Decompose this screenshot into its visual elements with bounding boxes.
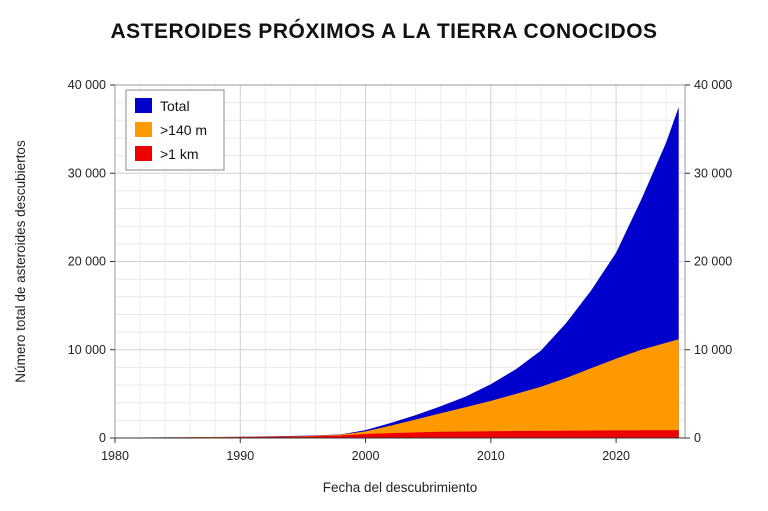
area-series-0	[140, 107, 679, 438]
y-tick-label-left: 10 000	[68, 343, 106, 357]
legend-swatch	[135, 98, 152, 113]
x-tick-label: 2020	[602, 449, 630, 463]
x-tick-label: 1990	[226, 449, 254, 463]
y-tick-label-right: 40 000	[694, 78, 732, 92]
legend-swatch	[135, 122, 152, 137]
legend-label: Total	[160, 98, 190, 114]
area-series-1	[140, 339, 679, 438]
chart-title: ASTEROIDES PRÓXIMOS A LA TIERRA CONOCIDO…	[110, 20, 658, 43]
y-tick-label-left: 20 000	[68, 255, 106, 269]
y-tick-label-left: 40 000	[68, 78, 106, 92]
y-tick-label-right: 0	[694, 431, 701, 445]
y-tick-label-right: 20 000	[694, 255, 732, 269]
legend-label: >140 m	[160, 122, 207, 138]
legend: Total >140 m >1 km	[125, 89, 225, 171]
y-tick-label-left: 0	[99, 431, 106, 445]
y-tick-label-right: 30 000	[694, 166, 732, 180]
x-tick-label: 2010	[477, 449, 505, 463]
y-tick-label-right: 10 000	[694, 343, 732, 357]
area-series-2	[140, 430, 679, 438]
x-tick-label: 1980	[101, 449, 129, 463]
y-tick-label-left: 30 000	[68, 166, 106, 180]
axes: 1980 1990 2000 2010 2020 0 0 10 000 10 000 20 000…	[68, 78, 733, 463]
area-series	[140, 107, 679, 438]
x-axis-title: Fecha del descubrimiento	[323, 480, 478, 495]
y-axis-title: Número total de asteroides descubiertos	[13, 140, 28, 383]
x-tick-label: 2000	[352, 449, 380, 463]
legend-swatch	[135, 146, 152, 161]
legend-label: >1 km	[160, 146, 199, 162]
